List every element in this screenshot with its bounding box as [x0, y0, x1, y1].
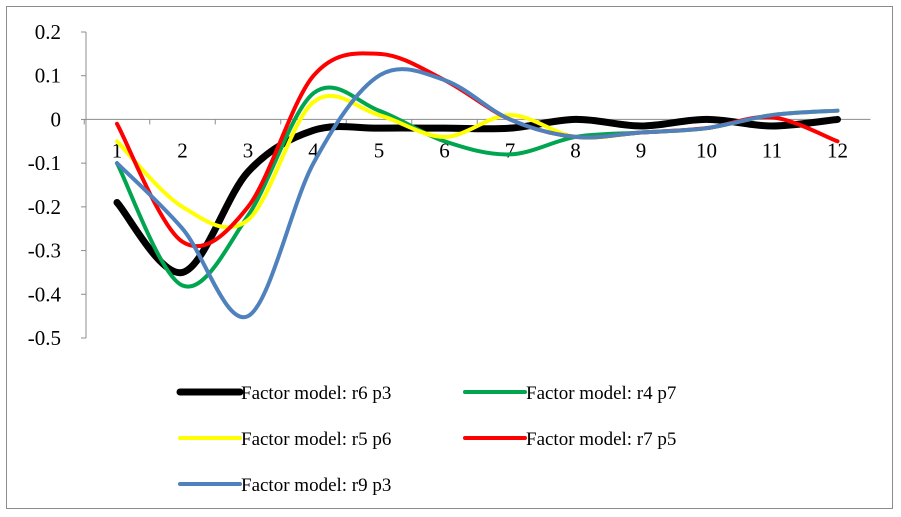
x-tick-label: 7	[505, 138, 516, 162]
legend-label: Factor model: r6 p3	[241, 383, 391, 404]
x-tick-label: 1	[112, 138, 123, 162]
y-tick-label: -0.1	[28, 151, 61, 175]
legend-label: Factor model: r4 p7	[526, 383, 676, 404]
x-tick-label: 10	[696, 138, 717, 162]
y-tick-label: 0	[51, 107, 62, 131]
series-lines	[113, 51, 841, 320]
x-tick-label: 5	[374, 138, 385, 162]
x-tick-label: 4	[308, 138, 319, 162]
series-line-2	[115, 85, 840, 289]
x-tick-label: 6	[439, 138, 450, 162]
y-tick-label: 0.2	[35, 20, 61, 44]
x-tick-label: 8	[570, 138, 581, 162]
y-tick-label: -0.5	[28, 326, 61, 350]
legend: Factor model: r6 p3 Factor model: r4 p7 Fa…	[176, 383, 676, 496]
x-tick-label: 3	[243, 138, 254, 162]
x-tick-label: 2	[177, 138, 188, 162]
y-tick-label: -0.2	[28, 195, 61, 219]
series-line-5	[115, 67, 840, 320]
y-tick-label: -0.4	[28, 282, 62, 306]
y-axis: 0.2 0.1 0 -0.1 -0.2 -0.3 -0.4 -0.5	[28, 20, 87, 350]
legend-label: Factor model: r9 p3	[241, 475, 391, 496]
x-tick-label: 9	[636, 138, 647, 162]
series-line-1	[113, 115, 841, 276]
y-tick-label: -0.3	[28, 239, 61, 263]
x-tick-label: 12	[827, 138, 848, 162]
y-tick-label: 0.1	[35, 64, 61, 88]
legend-label: Factor model: r5 p6	[241, 429, 391, 450]
x-tick-label: 11	[762, 138, 782, 162]
x-axis: 1 2 3 4 5 6 7 8 9 10 11 12	[83, 118, 871, 162]
legend-label: Factor model: r7 p5	[526, 429, 676, 450]
